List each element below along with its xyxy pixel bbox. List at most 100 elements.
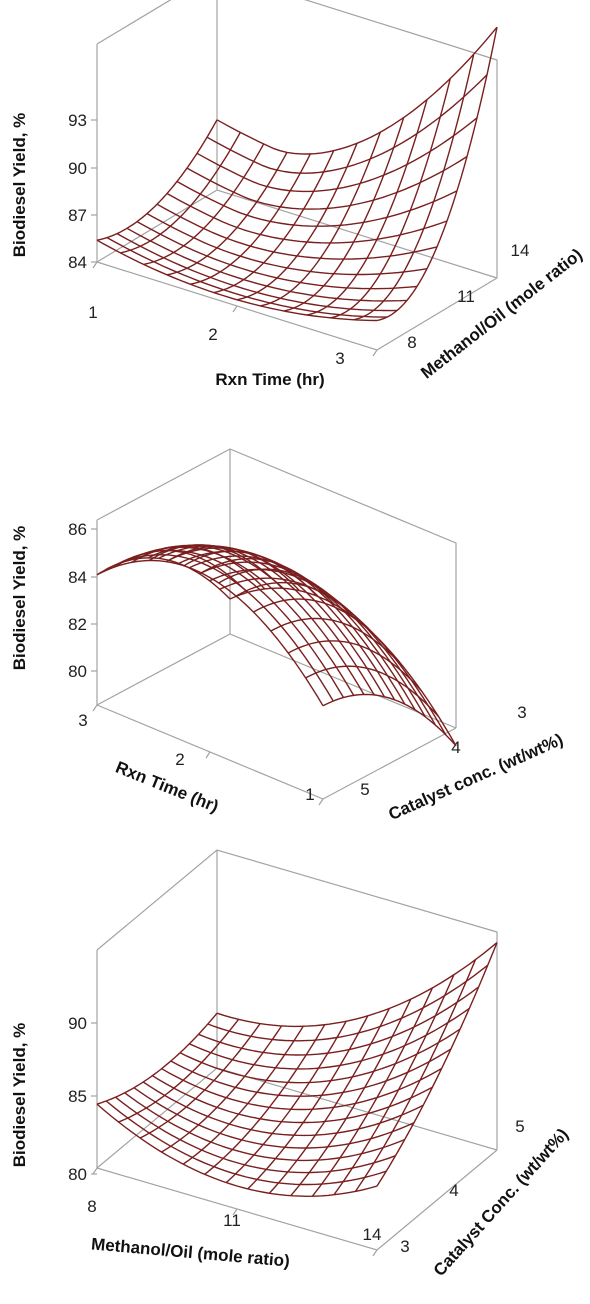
surface-mesh [96, 26, 498, 322]
mesh-line-y [176, 180, 458, 227]
mesh-line-x [353, 54, 475, 321]
mesh-line-x [225, 1020, 347, 1184]
surface-plot-3: 80 85 90 8 11 14 3 4 5 Biodiesel Yield, % Methanol… [10, 849, 572, 1280]
mesh-line-y [199, 561, 426, 718]
mesh-line-x [306, 99, 428, 316]
mesh-line-y [96, 559, 324, 707]
mesh-line-y [189, 1007, 470, 1070]
plot-back-wall [96, 0, 498, 278]
x-axis-label: Methanol/Oil (mole ratio) [90, 1234, 290, 1270]
x-tick-mark [92, 704, 98, 712]
y-tick-label: 4 [449, 1181, 458, 1200]
mesh-line-y [196, 117, 478, 193]
z-tick-label: 85 [68, 1087, 87, 1106]
x-tick-label: 8 [87, 1197, 96, 1216]
mesh-line-y [124, 1092, 405, 1162]
mesh-line-y [146, 212, 428, 276]
x-tick-label: 11 [223, 1211, 241, 1230]
z-tick-label: 84 [68, 253, 87, 272]
z-axis-label: Biodiesel Yield, % [10, 113, 29, 258]
z-tick-label: 86 [68, 520, 87, 539]
mesh-line-y [106, 236, 387, 318]
mesh-line-y [166, 192, 448, 244]
x-tick-mark [232, 1208, 238, 1216]
x-tick-mark [372, 349, 378, 357]
plot-back-floor [96, 189, 498, 279]
z-axis-label: Biodiesel Yield, % [10, 526, 29, 671]
mesh-line-x [311, 987, 434, 1197]
x-tick-mark [92, 1167, 98, 1175]
mesh-line-y [161, 1067, 442, 1111]
mesh-line-x [118, 1018, 240, 1123]
mesh-line-y [198, 986, 479, 1056]
y-tick-label: 11 [457, 287, 475, 306]
surface-plot-2: 80 82 84 86 3 2 1 3 4 5 Biodiesel Yield, % Rxn Time… [10, 448, 566, 824]
mesh-line-x [260, 131, 381, 307]
mesh-line-y [207, 964, 489, 1042]
mesh-line-y [96, 239, 378, 322]
x-tick-label: 2 [208, 325, 217, 344]
mesh-line-y [216, 942, 498, 1028]
mesh-line-x [354, 959, 477, 1192]
mesh-line-x [333, 974, 455, 1196]
mesh-line-y [137, 544, 365, 695]
mesh-line-x [236, 143, 358, 301]
z-tick-label: 93 [68, 111, 87, 130]
plot-back-wall [96, 849, 498, 1150]
y-tick-label: 5 [360, 780, 369, 799]
mesh-line-x [322, 693, 457, 747]
mesh-line-x [96, 1012, 218, 1105]
surface-plot-1: 84 87 90 93 1 2 3 8 11 14 Biodiesel Yield, % Rxn Ti… [10, 0, 586, 389]
mesh-line-y [105, 1100, 387, 1186]
x-axis-label: Rxn Time (hr) [215, 370, 324, 389]
plot-floor-edge [96, 1149, 498, 1251]
mesh-line-y [219, 577, 447, 736]
y-tick-label: 5 [515, 1117, 524, 1136]
mesh-line-x [247, 1015, 369, 1190]
z-axis-label: Biodiesel Yield, % [10, 1023, 29, 1168]
mesh-line-y [156, 203, 438, 260]
mesh-line-y [179, 1028, 461, 1084]
mesh-line-y [216, 26, 498, 155]
mesh-line-y [115, 1096, 396, 1174]
x-tick-label: 3 [78, 711, 87, 730]
mesh-line-y [126, 227, 408, 302]
mesh-line-y [96, 1103, 378, 1198]
mesh-line-x [190, 153, 311, 285]
x-tick-mark [205, 751, 211, 759]
x-axis-label: Rxn Time (hr) [113, 758, 221, 817]
plot-back-floor [96, 633, 457, 729]
x-tick-mark [318, 798, 324, 806]
y-axis-label: Catalyst Conc. (wt/wt%) [430, 1125, 572, 1280]
mesh-line-x [290, 998, 412, 1197]
mesh-line-y [209, 568, 437, 726]
x-tick-label: 1 [305, 785, 314, 804]
z-tick-label: 84 [68, 568, 87, 587]
y-tick-label: 4 [451, 738, 460, 757]
mesh-line-y [142, 1081, 424, 1137]
y-tick-label: 3 [517, 703, 526, 722]
y-tick-label: 3 [400, 1237, 409, 1256]
z-tick-label: 90 [68, 1014, 87, 1033]
mesh-line-x [182, 1025, 304, 1165]
mesh-line-y [127, 546, 355, 696]
y-tick-label: 8 [407, 333, 416, 352]
mesh-line-y [152, 1075, 433, 1124]
x-tick-label: 14 [363, 1225, 382, 1244]
x-tick-mark [92, 261, 98, 269]
mesh-line-y [136, 220, 418, 290]
y-tick-label: 14 [511, 241, 530, 260]
mesh-line-y [116, 232, 398, 312]
surface-mesh [96, 544, 457, 747]
mesh-line-x [139, 1023, 261, 1139]
mesh-line-x [376, 942, 498, 1187]
mesh-line-y [170, 1048, 452, 1097]
z-tick-label: 80 [68, 662, 87, 681]
mesh-line-x [268, 1008, 390, 1194]
x-tick-mark [372, 1249, 378, 1257]
x-tick-label: 3 [335, 349, 344, 368]
y-axis-label: Catalyst conc. (wt/wt%) [386, 730, 566, 824]
mesh-line-x [330, 78, 451, 319]
x-tick-mark [232, 305, 238, 313]
